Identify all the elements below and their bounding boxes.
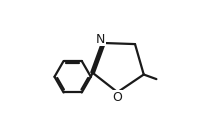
Text: N: N <box>96 33 106 46</box>
Text: O: O <box>112 91 122 104</box>
